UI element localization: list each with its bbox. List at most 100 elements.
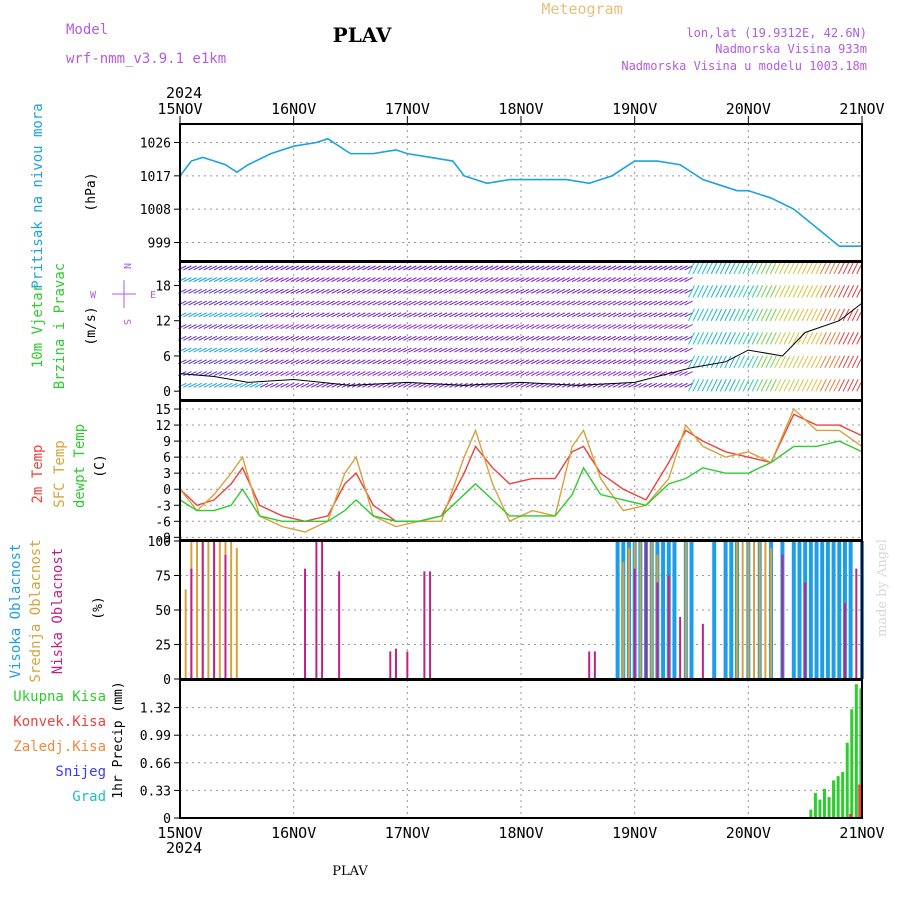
wind-arrow [643, 371, 652, 377]
wind-arrow [351, 347, 361, 353]
wind-arrow [633, 335, 642, 341]
wind-arrow [495, 335, 504, 341]
wind-arrow [847, 379, 855, 392]
wind-arrow [285, 359, 294, 365]
wind-arrow [628, 324, 637, 330]
wind-arrow [382, 277, 392, 283]
wind-arrow [357, 300, 366, 306]
wind-arrow [495, 277, 504, 283]
wind-arrow [597, 312, 606, 318]
wind-arrow [423, 359, 433, 365]
wind-arrow [658, 371, 668, 377]
wind-arrow [525, 312, 535, 318]
wind-arrow [438, 347, 448, 353]
wind-arrow [582, 300, 591, 306]
wind-arrow [728, 308, 736, 322]
wind-arrow [234, 371, 243, 377]
wind-arrow [331, 265, 340, 271]
wind-arrow [669, 359, 678, 365]
wind-arrow [756, 261, 764, 275]
wind-arrow [806, 379, 814, 392]
wind-arrow [792, 261, 800, 275]
wind-arrow [229, 371, 238, 377]
wind-arrow [484, 371, 494, 377]
high-cloud-bar [797, 541, 802, 679]
wind-arrow [224, 288, 233, 294]
wind-arrow [643, 288, 652, 294]
lonlat-text: lon,lat (19.9312E, 42.6N) [686, 26, 867, 40]
wind-arrow [530, 335, 540, 341]
wind-arrow [756, 308, 764, 322]
wind-arrow [316, 359, 325, 365]
wind-arrow [602, 277, 612, 283]
wind-arrow [193, 312, 202, 318]
wind-arrow [658, 359, 668, 365]
wind-arrow [541, 312, 550, 318]
wind-arrow [592, 288, 601, 294]
wind-arrow [351, 265, 361, 271]
wind-arrow [815, 261, 823, 275]
low-cloud-bar [406, 651, 409, 679]
wind-arrow [653, 347, 663, 353]
wind-arrow [674, 312, 683, 318]
wind-arrow [229, 359, 238, 365]
wind-arrow [674, 359, 683, 365]
wind-arrow [311, 300, 320, 306]
wind-arrow [428, 324, 438, 330]
wind-arrow [290, 288, 300, 294]
wind-arrow [663, 277, 673, 283]
wind-arrow [760, 332, 768, 345]
wind-arrow [833, 332, 841, 345]
wind-arrow [259, 265, 269, 271]
wind-arrow [341, 324, 351, 330]
wind-arrow [653, 371, 663, 377]
wind-arrow [638, 324, 647, 330]
wind-arrow [331, 324, 340, 330]
wind-arrow [459, 359, 468, 365]
wind-arrow [561, 265, 571, 271]
wind-arrow [612, 371, 622, 377]
wind-arrow [617, 277, 627, 283]
wind-arrow [397, 265, 407, 271]
wind-arrow [280, 335, 289, 341]
wind-arrow [577, 347, 586, 353]
wind-arrow [464, 347, 473, 353]
wind-arrow [367, 265, 376, 271]
wind-arrow [582, 277, 591, 283]
wind-arrow [300, 371, 310, 377]
wind-arrow [679, 347, 688, 353]
wind-arrow [290, 347, 300, 353]
wind-arrow [505, 300, 514, 306]
wind-arrow [571, 359, 581, 365]
wind-arrow [792, 355, 800, 369]
wind-arrow [819, 261, 827, 275]
wind-arrow [433, 324, 443, 330]
wind-arrow [290, 371, 300, 377]
wind-arrow [229, 277, 238, 283]
high-cloud-bar [723, 541, 728, 679]
wind-arrow [270, 359, 279, 365]
wind-arrow [530, 288, 540, 294]
panel-frame [179, 679, 863, 819]
wind-arrow [464, 288, 473, 294]
wind-arrow [541, 324, 550, 330]
wind-arrow [774, 379, 782, 392]
wind-arrow [183, 335, 192, 341]
wind-arrow [265, 300, 274, 306]
wind-arrow [188, 312, 197, 318]
wind-arrow [701, 261, 709, 275]
wind-arrow [387, 288, 397, 294]
wind-arrow [658, 288, 668, 294]
wind-arrow [438, 300, 448, 306]
wind-arrow [449, 382, 458, 388]
wind-arrow [280, 277, 289, 283]
wind-arrow [525, 277, 535, 283]
wind-arrow [612, 277, 622, 283]
wind-arrow [305, 265, 315, 271]
wind-arrow [719, 285, 727, 298]
wind-arrow [464, 371, 473, 377]
total-precip-bar [827, 797, 831, 818]
wind-arrow [469, 277, 479, 283]
wind-arrow [183, 359, 192, 365]
y-tick-label: 18 [155, 279, 171, 294]
